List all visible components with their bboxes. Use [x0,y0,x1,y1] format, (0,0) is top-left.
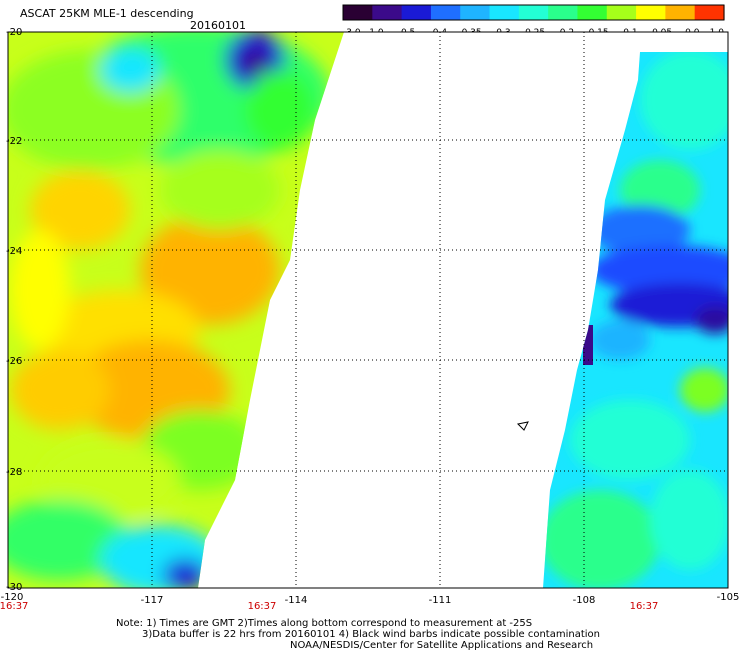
colorbar-swatch [518,5,549,20]
footer-note-line2: 3)Data buffer is 22 hrs from 20160101 4)… [142,629,600,640]
footer-credit: NOAA/NESDIS/Center for Satellite Applica… [290,640,593,650]
island-outline [516,421,529,431]
left-swath [8,32,344,588]
map-title: ASCAT 25KM MLE-1 descending [20,7,194,20]
colorbar-swatch [460,5,491,20]
lon-label: -105 [717,592,740,603]
lon-label: -111 [429,595,452,606]
colorbar-swatch [606,5,637,20]
lat-label: -24 [6,246,22,257]
colorbar-swatch [343,5,373,20]
time-label: 16:37 [248,601,277,612]
map-date: 20160101 [190,19,246,32]
longitude-labels: -120 -117 -114 -111 -108 -105 [1,592,740,606]
time-label: 16:37 [630,601,659,612]
time-labels: 16:37 16:37 16:37 [0,601,658,612]
lat-label: -30 [6,582,22,593]
lon-label: -108 [573,595,596,606]
footer-note-line1: Note: 1) Times are GMT 2)Times along bot… [116,618,532,629]
colorbar-swatch [577,5,608,20]
lon-label: -120 [1,592,24,603]
footer-notes: Note: 1) Times are GMT 2)Times along bot… [116,618,600,651]
latitude-labels: -20 -22 -24 -26 -28 -30 [6,27,22,593]
colorbar-swatch [548,5,579,20]
colorbar-swatch [665,5,696,20]
map-panel [7,31,729,589]
colorbar-swatch [636,5,666,20]
lat-lon-grid [8,32,728,588]
time-label: 16:37 [0,601,28,612]
lon-label: -117 [141,595,164,606]
colorbar-frame [342,4,725,21]
lat-label: -20 [6,27,22,38]
colorbar-swatch [401,5,432,20]
colorbar-swatch [694,5,725,20]
lat-label: -28 [6,467,22,478]
colorbar-swatch [430,5,461,20]
colorbar-swatch [372,5,403,20]
lon-label: -114 [285,595,308,606]
map-frame [7,31,729,589]
colorbar-swatch [489,5,520,20]
lat-label: -22 [6,136,22,147]
lat-label: -26 [6,356,22,367]
